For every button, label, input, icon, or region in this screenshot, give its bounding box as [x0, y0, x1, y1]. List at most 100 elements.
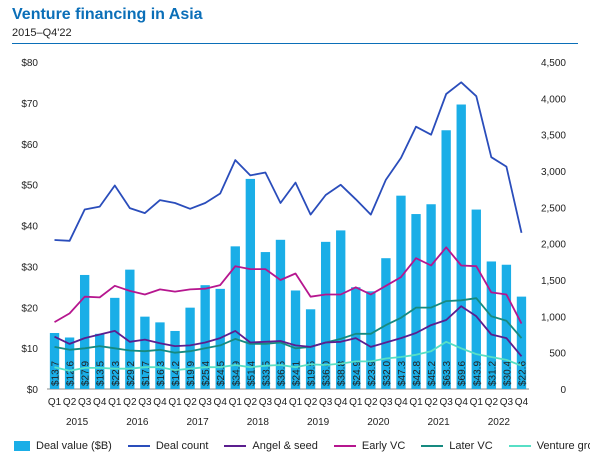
bar-data-label: $17.7: [141, 361, 152, 386]
legend-label-later-vc: Later VC: [449, 440, 493, 452]
bar-deal-value: [125, 269, 135, 389]
bar-data-label: $36.0: [322, 361, 333, 386]
x-tick-quarter: Q2: [485, 397, 499, 408]
right-tick-label: 4,500: [541, 58, 566, 69]
bar-deal-value: [396, 195, 406, 389]
title-rule: [12, 43, 578, 44]
legend-swatch-angel-seed: [224, 445, 247, 447]
x-tick-quarter: Q1: [470, 397, 484, 408]
legend-label-angel-seed: Angel & seed: [252, 440, 318, 452]
right-tick-label: 4,000: [541, 94, 566, 105]
bar-data-label: $14.2: [171, 361, 182, 386]
legend-swatch-venture-growth: [508, 445, 531, 447]
right-tick-label: 2,500: [541, 203, 566, 214]
bar-data-label: $69.6: [457, 361, 468, 386]
bar-data-label: $23.9: [367, 361, 378, 386]
bar-data-label: $24.1: [292, 361, 303, 386]
bar-deal-value: [185, 307, 195, 389]
left-tick-label: $50: [21, 181, 38, 192]
bar-data-label: $43.9: [472, 361, 483, 386]
bar-deal-value: [320, 241, 331, 389]
bar-data-label: $47.3: [397, 361, 408, 386]
x-tick-quarter: Q4: [93, 397, 107, 408]
bar-data-label: $51.4: [246, 361, 257, 386]
line-later-vc: [54, 297, 523, 354]
bar-data-label: $34.9: [231, 361, 242, 386]
bar-deal-value: [95, 333, 105, 389]
bar-data-label: $16.3: [156, 361, 167, 386]
x-tick-quarter: Q1: [48, 397, 62, 408]
bar-deal-value: [275, 239, 286, 389]
left-tick-label: $20: [21, 303, 38, 314]
bar-data-label: $29.2: [126, 361, 137, 386]
bar-deal-value: [155, 322, 165, 389]
bar-deal-value: [366, 291, 376, 389]
bar-data-label: $32.0: [382, 361, 393, 386]
legend-label-venture-growth: Venture growth: [536, 440, 590, 452]
x-tick-quarter: Q1: [349, 397, 363, 408]
bar-deal-value: [79, 274, 90, 389]
line-early-vc: [54, 246, 523, 325]
bar-deal-value: [64, 337, 75, 389]
left-tick-label: $30: [21, 262, 38, 273]
x-tick-quarter: Q4: [274, 397, 288, 408]
legend-item-later-vc: Later VC: [421, 440, 493, 452]
right-tick-label: 500: [549, 349, 566, 360]
bar-data-label: $38.8: [337, 361, 348, 386]
bar-deal-value: [501, 264, 512, 389]
legend-swatch-early-vc: [333, 445, 356, 447]
left-tick-label: $10: [21, 344, 38, 355]
bar-deal-value: [290, 290, 301, 389]
bar-deal-value: [245, 178, 256, 389]
x-tick-quarter: Q2: [304, 397, 318, 408]
x-tick-quarter: Q3: [379, 397, 393, 408]
x-tick-quarter: Q3: [319, 397, 333, 408]
x-tick-quarter: Q2: [123, 397, 137, 408]
bar-data-label: $63.3: [442, 361, 453, 386]
bar-data-label: $33.5: [261, 361, 272, 386]
bar-data-label: $27.9: [81, 361, 92, 386]
legend-label-deal-count: Deal count: [155, 440, 209, 452]
x-tick-quarter: Q1: [108, 397, 122, 408]
x-tick-quarter: Q4: [515, 397, 529, 408]
bar-deal-value: [110, 297, 120, 389]
x-tick-quarter: Q4: [334, 397, 348, 408]
x-tick-quarter: Q2: [244, 397, 258, 408]
bar-deal-value: [381, 258, 391, 389]
bar-deal-value: [456, 104, 466, 389]
x-tick-year: 2015: [66, 417, 89, 428]
x-tick-quarter: Q2: [183, 397, 197, 408]
legend-item-early-vc: Early VC: [333, 440, 406, 452]
legend-item-venture-growth: Venture growth: [508, 440, 590, 452]
legend-swatch-later-vc: [421, 445, 444, 447]
legend-swatch-deal-count: [127, 445, 150, 447]
left-tick-label: $40: [21, 222, 38, 233]
bar-deal-value: [411, 214, 421, 389]
bar-data-label: $22.6: [517, 361, 528, 386]
bar-deal-value: [426, 204, 436, 389]
bar-data-label: $36.5: [276, 361, 287, 386]
bar-data-label: $13.7: [51, 361, 62, 386]
bar-data-label: $45.2: [427, 361, 438, 386]
bar-data-label: $24.9: [352, 361, 363, 386]
left-tick-label: $80: [21, 58, 38, 69]
legend-label-early-vc: Early VC: [361, 440, 406, 452]
x-tick-year: 2018: [247, 417, 270, 428]
bar-data-label: $31.2: [487, 361, 498, 386]
x-tick-year: 2020: [367, 417, 390, 428]
bar-data-label: $22.3: [111, 361, 122, 386]
right-tick-label: 3,000: [541, 167, 566, 178]
x-tick-quarter: Q4: [455, 397, 469, 408]
bar-data-label: $12.6: [66, 361, 77, 386]
left-tick-label: $60: [21, 140, 38, 151]
bar-data-label: $13.5: [96, 361, 107, 386]
x-tick-quarter: Q4: [153, 397, 167, 408]
x-tick-quarter: Q2: [424, 397, 438, 408]
legend-swatch-deal-value: [14, 441, 30, 451]
right-tick-label: 2,000: [541, 240, 566, 251]
left-tick-label: $0: [27, 385, 39, 396]
bar-deal-value: [516, 296, 527, 389]
right-tick-label: 0: [560, 385, 566, 396]
x-tick-year: 2019: [307, 417, 330, 428]
